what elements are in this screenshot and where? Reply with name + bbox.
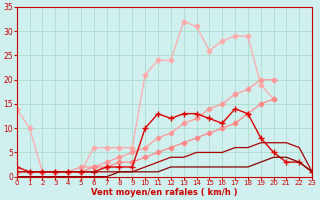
- X-axis label: Vent moyen/en rafales ( km/h ): Vent moyen/en rafales ( km/h ): [91, 188, 238, 197]
